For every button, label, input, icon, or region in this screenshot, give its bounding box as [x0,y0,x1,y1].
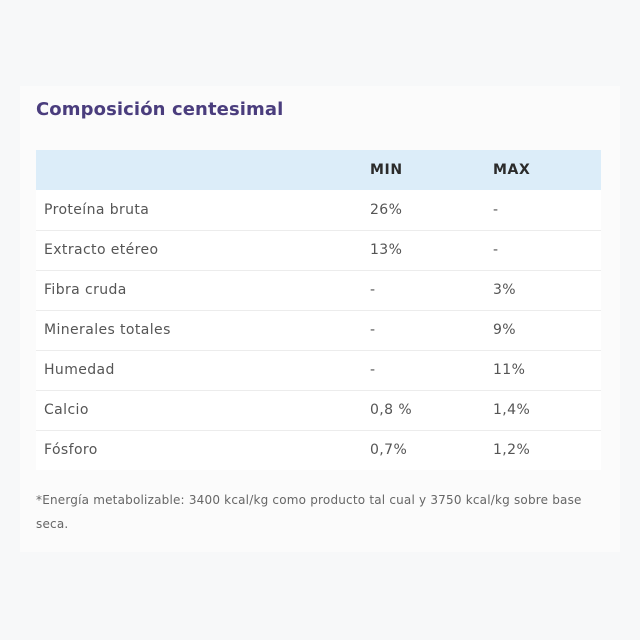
table-row: Proteína bruta 26% - [36,190,601,230]
min-value: - [370,322,376,338]
table-row: Minerales totales - 9% [36,310,601,350]
table-header-row: MIN MAX [36,150,601,190]
nutrient-name: Humedad [44,362,115,378]
table-row: Fibra cruda - 3% [36,270,601,310]
section-title: Composición centesimal [36,99,284,120]
min-value: 0,7% [370,442,408,459]
max-value: - [493,201,499,218]
header-min: MIN [370,162,403,178]
max-value: - [493,242,499,258]
max-value: 9% [493,322,517,338]
max-value: 1,4% [493,402,531,418]
energy-footnote: *Energía metabolizable: 3400 kcal/kg com… [36,493,582,531]
table-row: Calcio 0,8 % 1,4% [36,390,601,430]
min-value: - [370,362,376,378]
table-row: Fósforo 0,7% 1,2% [36,430,601,470]
min-value: 13% [370,242,403,258]
max-value: 1,2% [493,442,531,459]
header-nutrient [36,150,362,190]
max-value: 3% [493,282,517,298]
min-value: 0,8 % [370,402,413,418]
min-value: 26% [370,201,403,218]
nutrient-name: Calcio [44,402,89,418]
nutrient-name: Fibra cruda [44,282,127,298]
nutrient-name: Proteína bruta [44,201,150,218]
nutrient-name: Fósforo [44,442,98,459]
table-row: Extracto etéreo 13% - [36,230,601,270]
content-card [20,86,620,552]
header-max: MAX [493,162,531,178]
table-row: Humedad - 11% [36,350,601,390]
max-value: 11% [493,362,526,378]
nutrient-name: Minerales totales [44,322,171,338]
min-value: - [370,282,376,298]
nutrient-name: Extracto etéreo [44,242,159,258]
composition-table: MIN MAX Proteína bruta 26% - Extracto et… [36,150,601,470]
